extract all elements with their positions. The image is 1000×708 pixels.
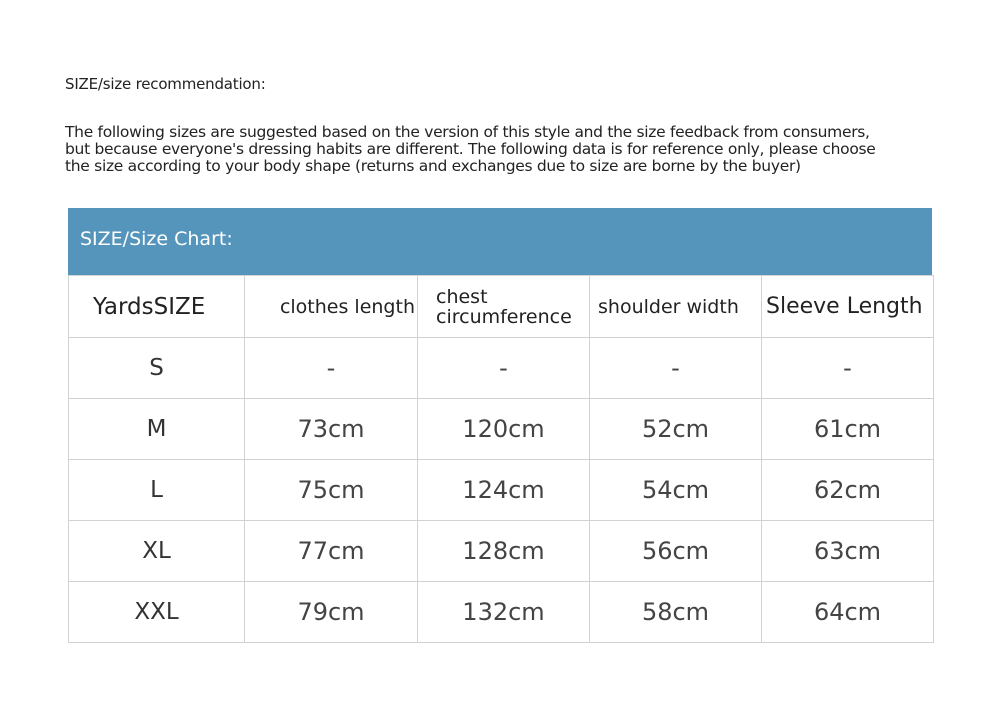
cell-sleeve-length: 62cm — [761, 459, 934, 521]
size-chart-header-bar: SIZE/Size Chart: — [68, 208, 932, 275]
cell-chest: 124cm — [417, 459, 590, 521]
table-row: XL 77cm 128cm 56cm 63cm — [68, 520, 934, 582]
size-advice-paragraph: The following sizes are suggested based … — [65, 124, 945, 175]
table-row: M 73cm 120cm 52cm 61cm — [68, 398, 934, 460]
cell-clothes-length: 79cm — [244, 581, 418, 643]
cell-size: M — [68, 398, 245, 460]
header-clothes-length: clothes length — [244, 275, 418, 338]
cell-chest: - — [417, 337, 590, 399]
paragraph-line: The following sizes are suggested based … — [65, 123, 870, 141]
cell-shoulder-width: 58cm — [589, 581, 762, 643]
cell-shoulder-width: 54cm — [589, 459, 762, 521]
table-row: S---- — [68, 337, 934, 399]
size-table: YardsSIZE clothes length chest circumfer… — [68, 275, 934, 643]
header-sleeve-length: Sleeve Length — [761, 275, 934, 338]
size-chart-caption: SIZE/Size Chart: — [80, 228, 233, 250]
header-size: YardsSIZE — [68, 275, 245, 338]
cell-clothes-length: 77cm — [244, 520, 418, 582]
cell-shoulder-width: - — [589, 337, 762, 399]
cell-clothes-length: 73cm — [244, 398, 418, 460]
cell-size: L — [68, 459, 245, 521]
cell-clothes-length: 75cm — [244, 459, 418, 521]
paragraph-line: the size according to your body shape (r… — [65, 157, 801, 175]
cell-clothes-length: - — [244, 337, 418, 399]
cell-shoulder-width: 56cm — [589, 520, 762, 582]
cell-size: XL — [68, 520, 245, 582]
cell-shoulder-width: 52cm — [589, 398, 762, 460]
cell-chest: 132cm — [417, 581, 590, 643]
cell-sleeve-length: 64cm — [761, 581, 934, 643]
table-row: L 75cm 124cm 54cm 62cm — [68, 459, 934, 521]
cell-chest: 120cm — [417, 398, 590, 460]
table-header-row: YardsSIZE clothes length chest circumfer… — [68, 275, 934, 338]
cell-chest: 128cm — [417, 520, 590, 582]
cell-sleeve-length: - — [761, 337, 934, 399]
header-shoulder-width: shoulder width — [589, 275, 762, 338]
cell-size: XXL — [68, 581, 245, 643]
header-chest-circumference: chest circumference — [417, 275, 590, 338]
cell-sleeve-length: 63cm — [761, 520, 934, 582]
cell-sleeve-length: 61cm — [761, 398, 934, 460]
paragraph-line: but because everyone's dressing habits a… — [65, 140, 876, 158]
page-title: SIZE/size recommendation: — [65, 75, 266, 93]
cell-size: S — [68, 337, 245, 399]
table-row: XXL 79cm 132cm 58cm 64cm — [68, 581, 934, 643]
